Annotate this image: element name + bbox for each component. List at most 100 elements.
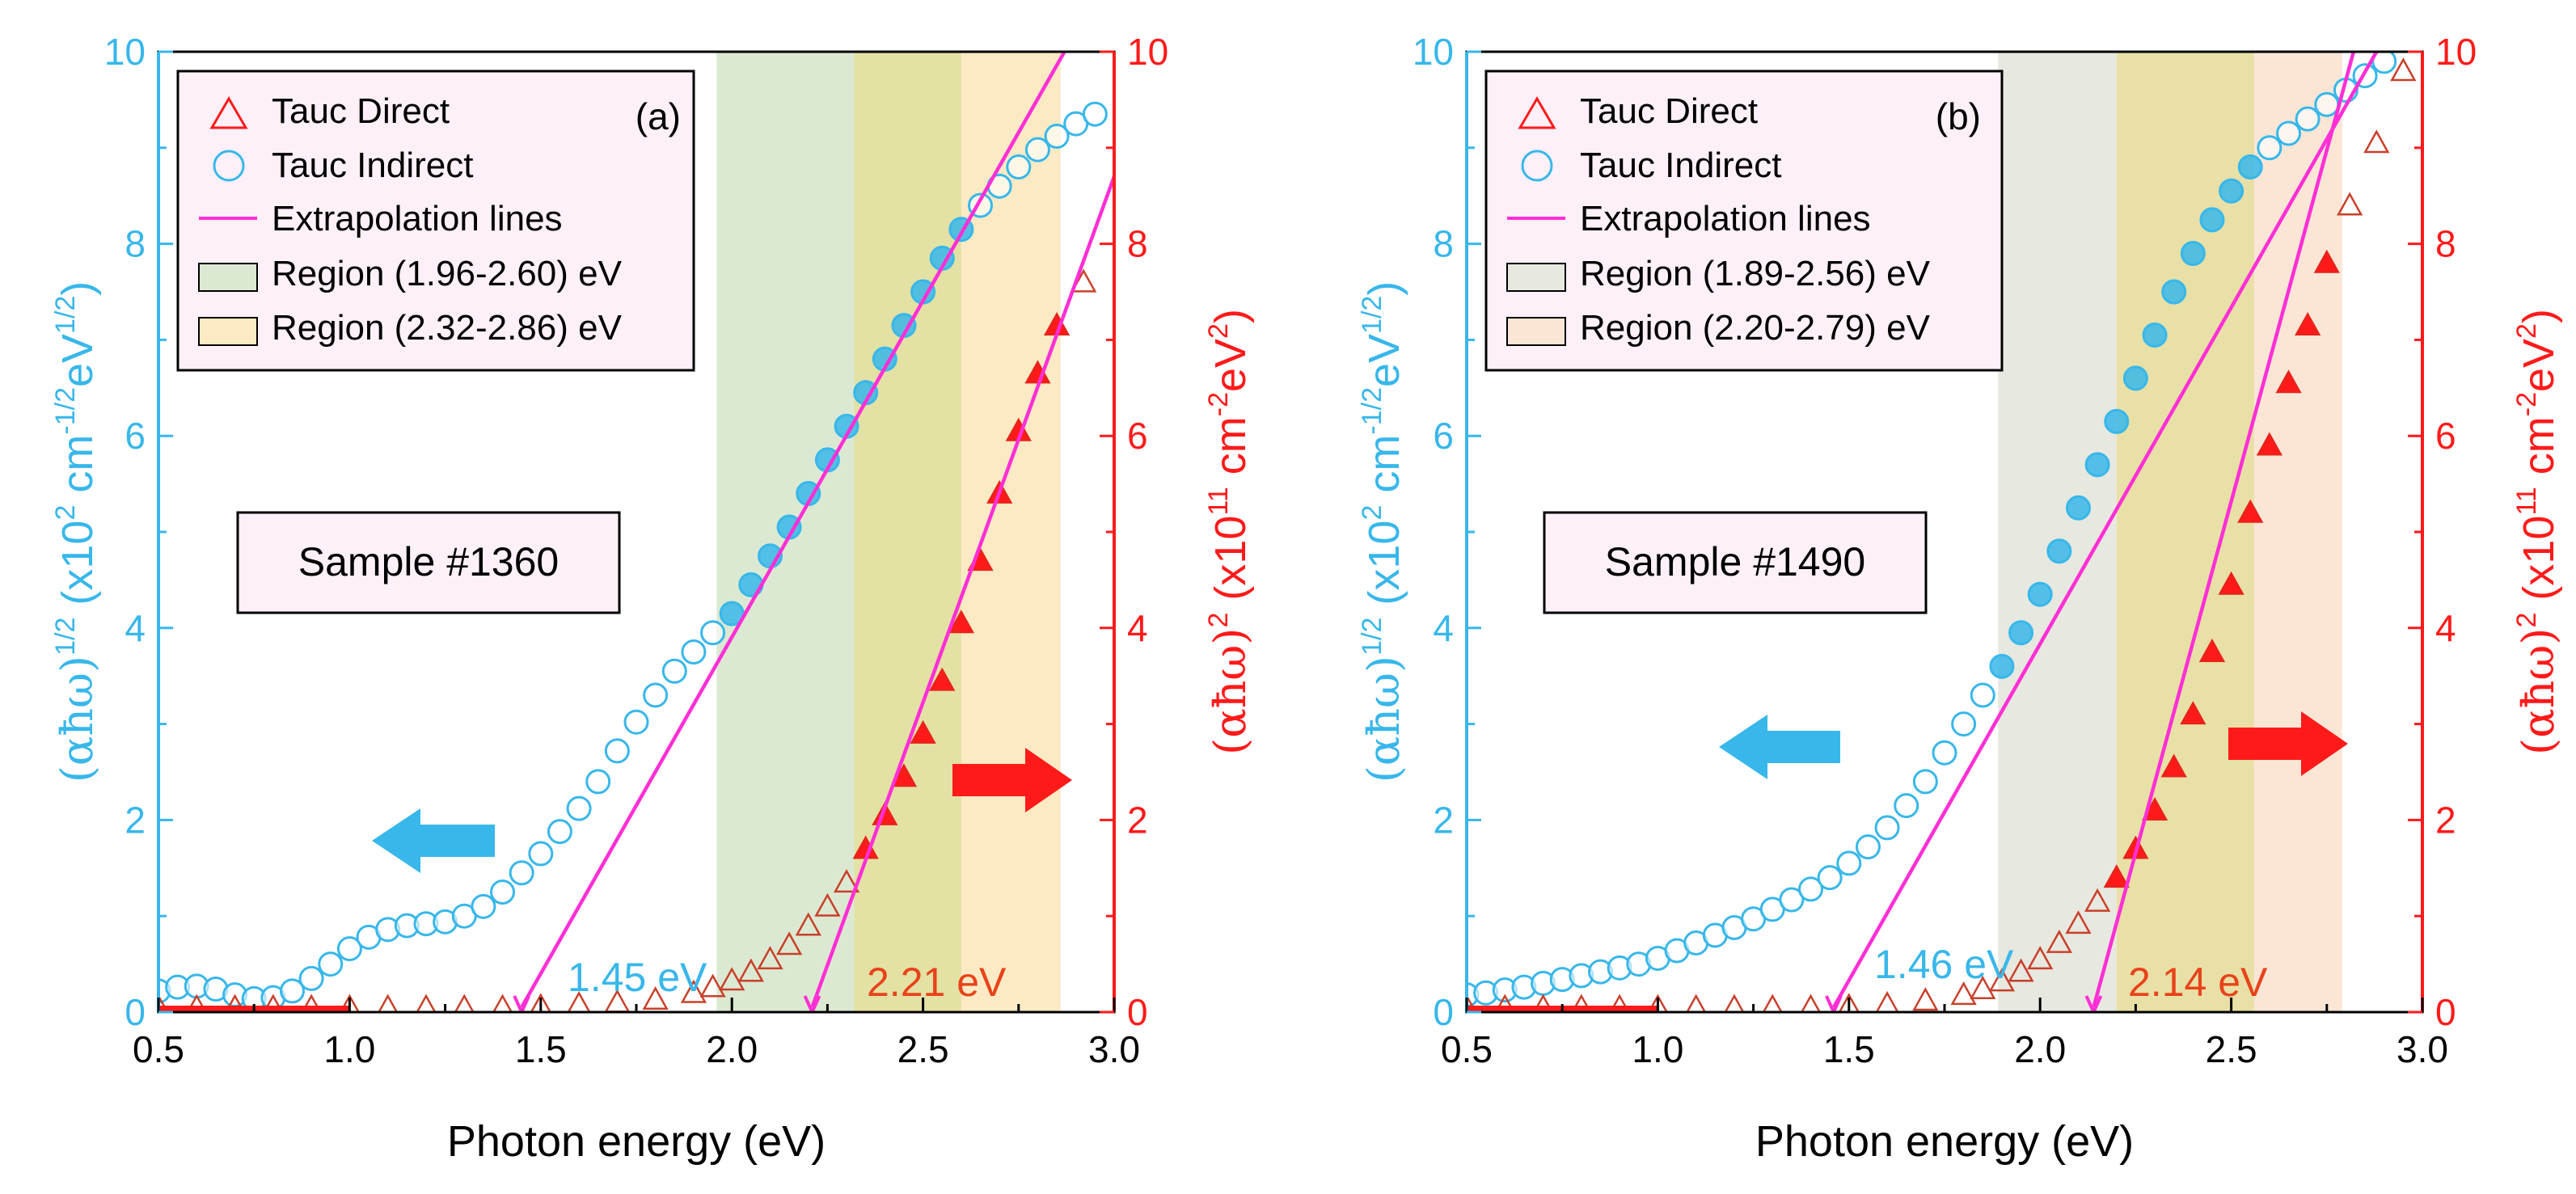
panel-a: 0.5 1.0 1.5 2.0 2.5 3.00 02 24 46 68 810 10 Tauc Di…	[50, 31, 1256, 1166]
region2-band	[2253, 52, 2342, 1012]
direct-point	[2295, 312, 2321, 336]
y-right-tick-label: 0	[2435, 991, 2456, 1033]
indirect-point	[279, 978, 305, 1004]
direct-point	[2390, 57, 2417, 82]
y-right-tick-label: 2	[1127, 799, 1148, 841]
x-tick-label: 2.5	[2206, 1028, 2257, 1070]
indirect-point	[1779, 887, 1805, 913]
direct-point	[2256, 432, 2283, 456]
intercept-arrow-icon	[1825, 995, 1843, 1012]
arrow-right-icon	[952, 748, 1072, 812]
direct-point	[1724, 994, 1745, 1012]
direct-point	[680, 979, 707, 1003]
y-left-tick-label: 8	[125, 223, 146, 265]
indirect-point	[2084, 452, 2110, 478]
direct-point	[910, 719, 936, 744]
indirect-point	[2046, 538, 2072, 564]
legend: Tauc Direct Tauc Indirect Extrapolation …	[1484, 70, 2004, 372]
indirect-point	[2065, 495, 2091, 521]
indirect-point	[2276, 120, 2302, 146]
region2-swatch	[1506, 317, 1566, 346]
x-tick-label: 2.5	[897, 1028, 949, 1070]
direct-point	[929, 667, 956, 691]
direct-point	[737, 958, 764, 982]
direct-point	[530, 993, 551, 1012]
direct-point	[454, 994, 475, 1012]
indirect-point	[1932, 740, 1957, 766]
y-left-tick-label: 0	[125, 991, 146, 1033]
y-left-tick-label: 8	[1433, 223, 1454, 265]
legend-direct-label: Tauc Direct	[1580, 91, 1758, 131]
y-right-title: (αħω)2 (x1011 cm-2eV2)	[1203, 309, 1256, 755]
indirect-point	[681, 639, 707, 665]
indirect-point	[471, 893, 496, 919]
extrapolation-line-indirect	[520, 52, 1066, 1009]
direct-point	[833, 869, 860, 893]
region1-band	[1998, 52, 2117, 1012]
direct-point	[795, 912, 821, 936]
y-left-tick-label: 0	[1433, 991, 1454, 1033]
panel-label: (b)	[1936, 95, 1981, 137]
panel-b: 0.5 1.0 1.5 2.0 2.5 3.00 02 24 46 68 810 10 Tauc Di…	[1357, 31, 2564, 1166]
direct-point	[1988, 968, 2016, 992]
indirect-point	[661, 658, 687, 684]
x-tick-label: 0.5	[1441, 1028, 1493, 1070]
indirect-point	[585, 769, 611, 795]
direct-point	[2160, 753, 2187, 778]
direct-point	[1838, 993, 1860, 1012]
direct-point	[2103, 864, 2130, 888]
y-left-tick-label: 10	[1413, 31, 1454, 73]
x-tick-label: 1.5	[1823, 1028, 1875, 1070]
y-right-tick-label: 8	[1127, 223, 1148, 265]
intercept-arrow-icon	[513, 995, 530, 1012]
x-tick-label: 3.0	[2397, 1028, 2448, 1070]
indirect-point	[566, 795, 592, 821]
legend-lines-label: Extrapolation lines	[1580, 199, 1871, 238]
indirect-point	[1874, 815, 1900, 841]
direct-point	[2198, 638, 2226, 662]
arrow-left-icon	[1719, 715, 1840, 779]
legend-direct-label: Tauc Direct	[272, 91, 450, 131]
direct-gap-label: 2.21 eV	[867, 960, 1007, 1005]
indirect-point	[509, 860, 534, 886]
direct-point	[1970, 975, 1996, 999]
direct-point	[1950, 981, 1977, 1006]
legend-lines-label: Extrapolation lines	[272, 199, 563, 238]
intercept-arrow-icon	[803, 995, 821, 1012]
y-right-tick-label: 10	[1127, 31, 1168, 73]
direct-point	[2084, 888, 2111, 912]
y-right-tick-label: 8	[2435, 223, 2456, 265]
indirect-point	[490, 880, 516, 905]
legend-box	[176, 70, 695, 372]
extrapolation-line-direct	[2092, 52, 2356, 1008]
indirect-point	[1006, 154, 1032, 180]
direct-point	[2275, 369, 2302, 394]
panel-label: (a)	[636, 95, 681, 137]
circle-icon	[1521, 150, 1553, 182]
direct-point	[1875, 990, 1899, 1012]
indirect-point	[2219, 178, 2244, 204]
direct-point	[2008, 958, 2034, 982]
direct-point	[1912, 987, 1939, 1011]
extrapolation-line-direct	[810, 175, 1114, 1008]
x-tick-label: 1.0	[323, 1028, 375, 1070]
indirect-point	[1951, 711, 1977, 737]
direct-point	[2065, 910, 2092, 935]
x-axis-title: Photon energy (eV)	[1755, 1117, 2134, 1166]
legend-box	[1484, 70, 2004, 372]
x-tick-label: 2.0	[2014, 1028, 2066, 1070]
indirect-point	[1024, 137, 1050, 162]
region1-swatch	[1506, 263, 1566, 292]
direct-point	[2337, 192, 2363, 216]
indirect-point	[643, 682, 669, 708]
region2-swatch	[198, 317, 258, 346]
indirect-point	[336, 936, 362, 962]
indirect-point	[1836, 850, 1862, 876]
region1-swatch	[198, 263, 258, 292]
indirect-point	[547, 819, 572, 845]
direct-point	[378, 994, 399, 1012]
x-tick-label: 0.5	[133, 1028, 184, 1070]
y-left-tick-label: 2	[125, 799, 146, 841]
indirect-point	[298, 965, 324, 991]
y-left-tick-label: 4	[125, 607, 146, 649]
